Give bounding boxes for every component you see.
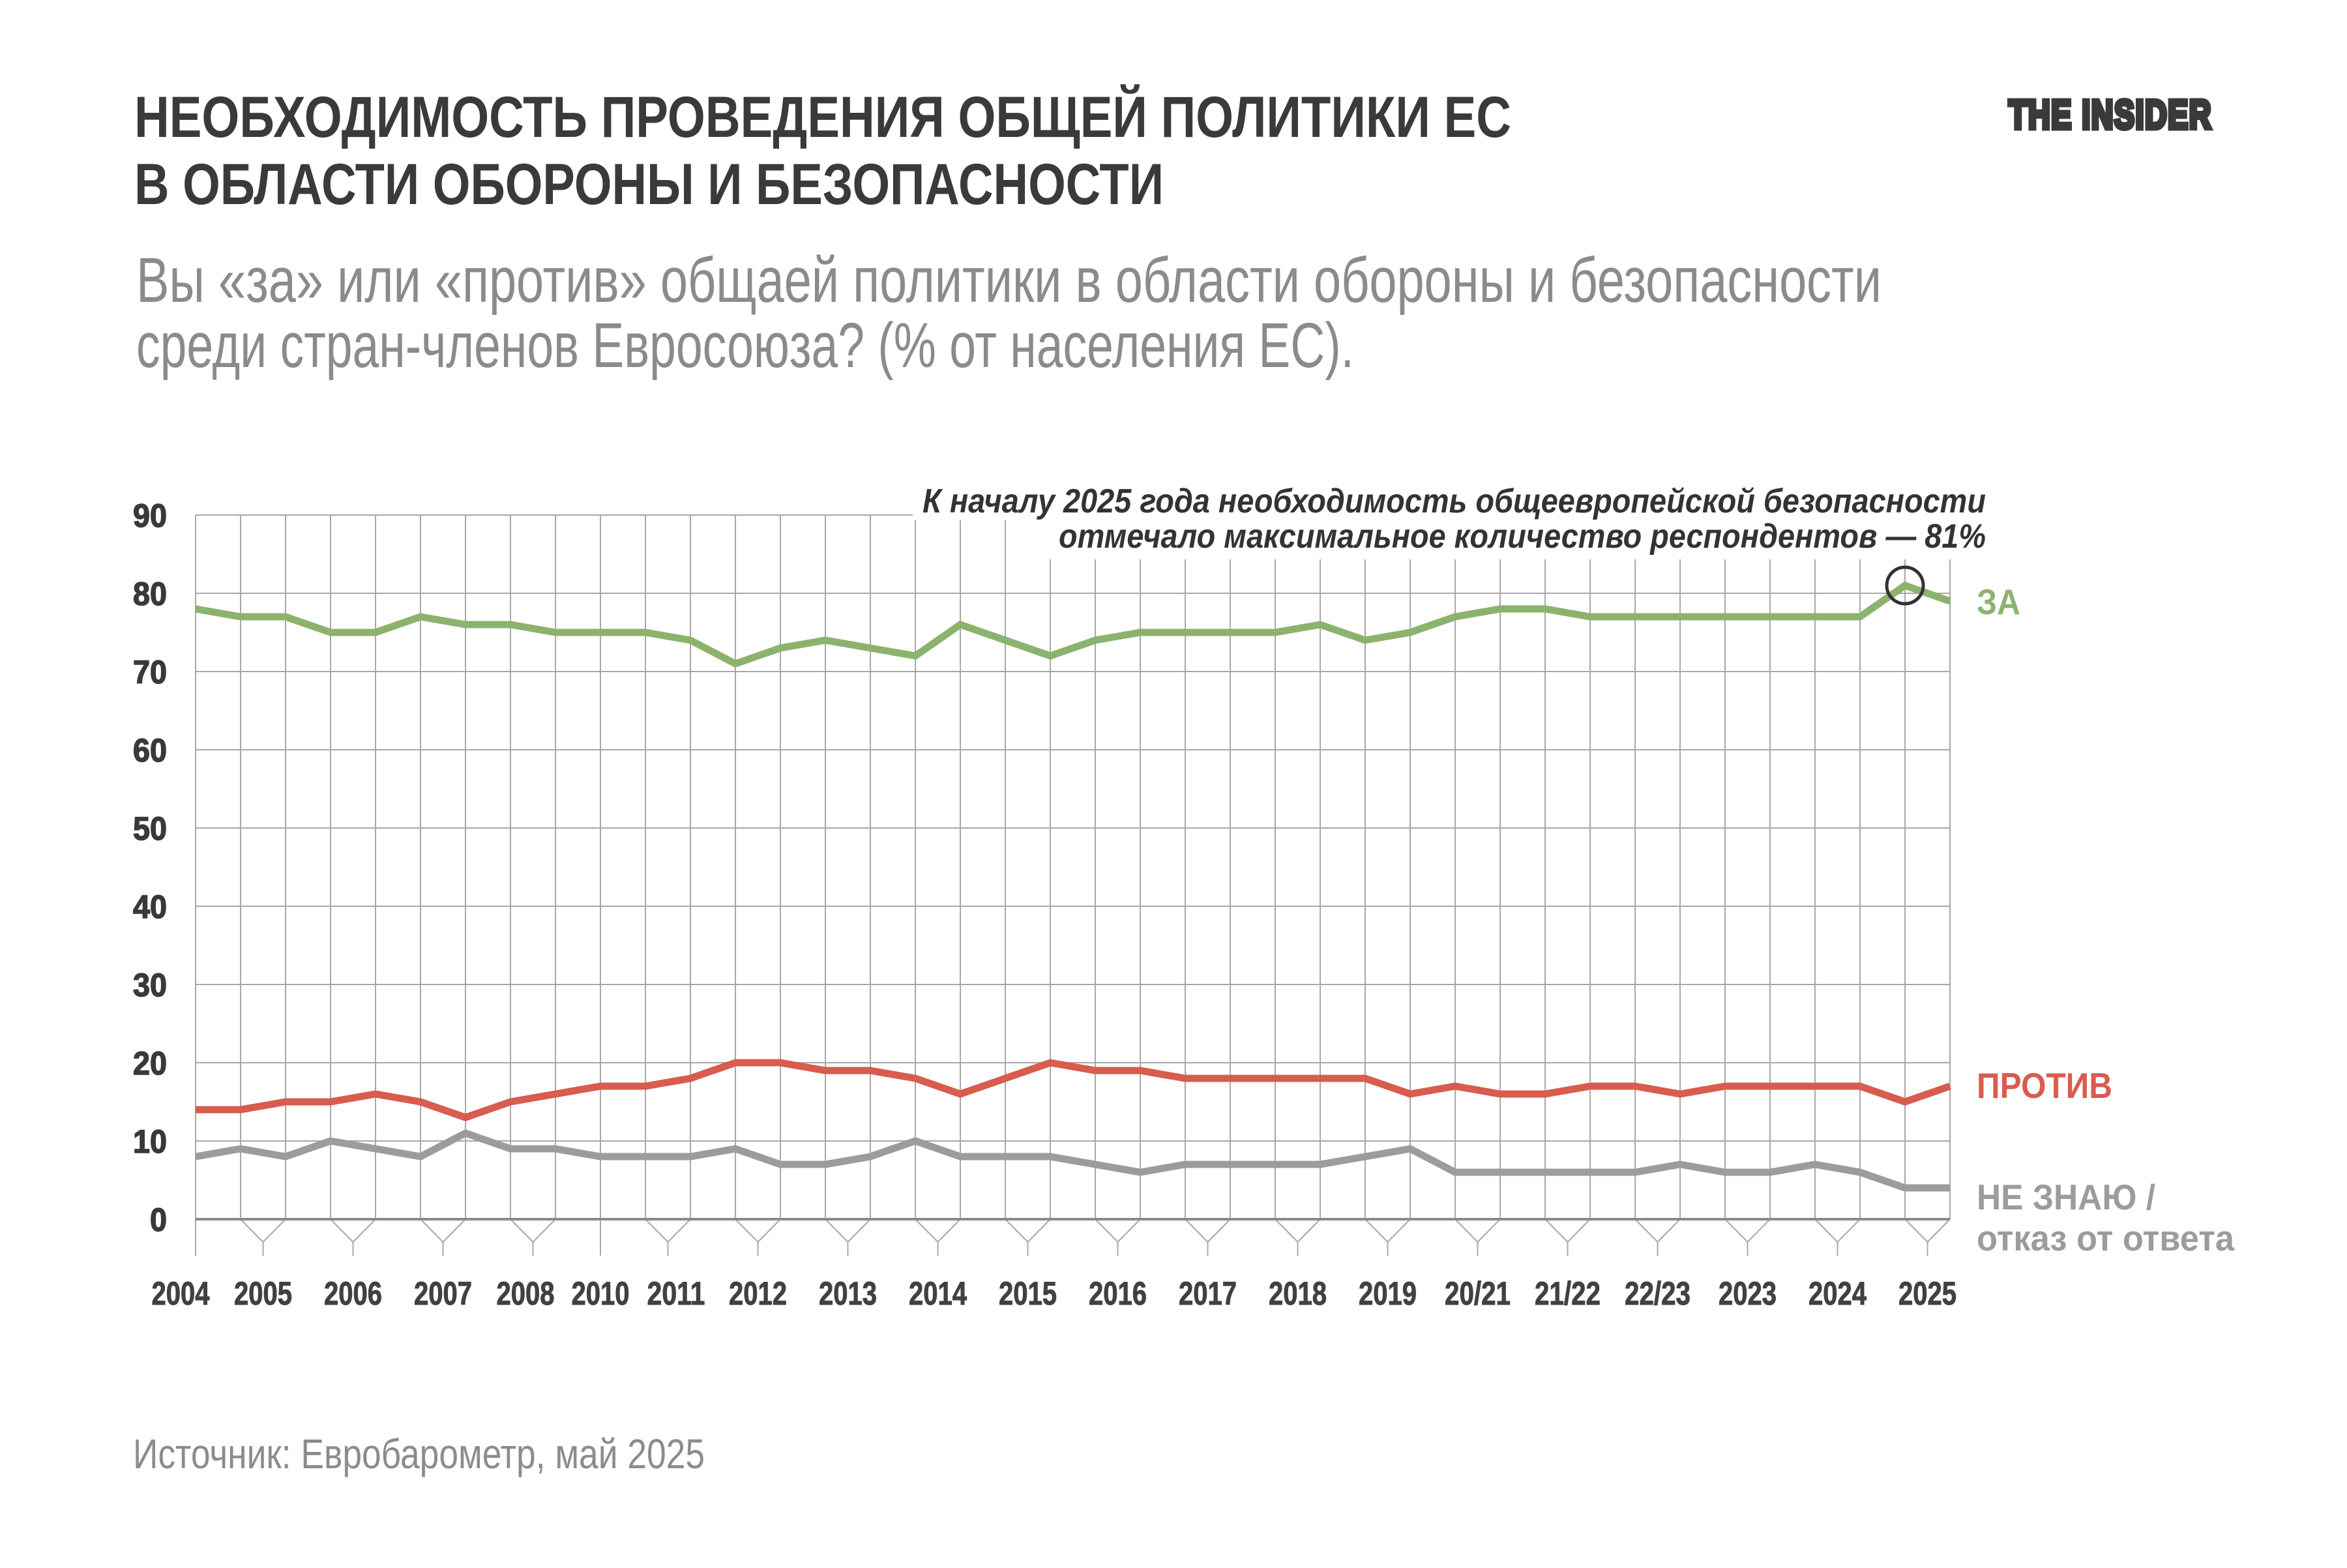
- svg-text:2007: 2007: [414, 1275, 472, 1312]
- svg-text:Вы «за» или «против» общаей по: Вы «за» или «против» общаей политики в о…: [136, 244, 1882, 316]
- svg-text:2016: 2016: [1089, 1275, 1147, 1312]
- svg-text:60: 60: [133, 732, 167, 769]
- svg-text:отмечало максимальное количест: отмечало максимальное количество респонд…: [1059, 518, 1986, 555]
- svg-text:К началу 2025 года необходимос: К началу 2025 года необходимость общеевр…: [923, 482, 1986, 520]
- svg-text:2014: 2014: [909, 1275, 967, 1312]
- svg-text:2012: 2012: [729, 1275, 787, 1312]
- svg-text:70: 70: [133, 654, 167, 690]
- svg-text:2013: 2013: [819, 1275, 877, 1312]
- svg-text:20/21: 20/21: [1445, 1275, 1511, 1312]
- svg-text:отказ от ответа: отказ от ответа: [1977, 1218, 2234, 1258]
- svg-text:2019: 2019: [1359, 1275, 1417, 1312]
- svg-text:Источник: Евробарометр, май 20: Источник: Евробарометр, май 2025: [133, 1430, 705, 1477]
- svg-text:НЕОБХОДИМОСТЬ ПРОВЕДЕНИЯ ОБЩЕЙ: НЕОБХОДИМОСТЬ ПРОВЕДЕНИЯ ОБЩЕЙ ПОЛИТИКИ …: [134, 84, 1511, 149]
- svg-text:50: 50: [133, 810, 167, 847]
- svg-text:20: 20: [133, 1045, 167, 1082]
- svg-text:80: 80: [133, 576, 167, 612]
- svg-text:ПРОТИВ: ПРОТИВ: [1977, 1065, 2112, 1106]
- svg-text:В ОБЛАСТИ ОБОРОНЫ И БЕЗОПАСНОС: В ОБЛАСТИ ОБОРОНЫ И БЕЗОПАСНОСТИ: [134, 151, 1164, 216]
- svg-text:2023: 2023: [1719, 1275, 1777, 1312]
- svg-text:2018: 2018: [1269, 1275, 1327, 1312]
- svg-text:2011: 2011: [647, 1275, 705, 1312]
- svg-text:НЕ ЗНАЮ /: НЕ ЗНАЮ /: [1977, 1177, 2155, 1217]
- svg-text:2017: 2017: [1179, 1275, 1237, 1312]
- svg-text:2015: 2015: [999, 1275, 1057, 1312]
- svg-text:2008: 2008: [497, 1275, 555, 1312]
- svg-text:2024: 2024: [1808, 1275, 1867, 1312]
- svg-text:среди стран-членов Евросоюза?: среди стран-членов Евросоюза? (% от насе…: [136, 310, 1354, 381]
- svg-text:90: 90: [133, 497, 167, 534]
- svg-text:2004: 2004: [152, 1275, 210, 1312]
- svg-text:THE INSIDER: THE INSIDER: [2009, 93, 2212, 138]
- svg-text:10: 10: [133, 1123, 167, 1160]
- svg-text:2025: 2025: [1898, 1275, 1956, 1312]
- svg-text:22/23: 22/23: [1625, 1275, 1690, 1312]
- svg-text:2010: 2010: [572, 1275, 630, 1312]
- svg-text:0: 0: [150, 1202, 167, 1238]
- svg-text:30: 30: [133, 967, 167, 1003]
- svg-text:21/22: 21/22: [1535, 1275, 1601, 1312]
- svg-text:ЗА: ЗА: [1977, 582, 2020, 622]
- svg-text:2006: 2006: [324, 1275, 382, 1312]
- svg-text:40: 40: [133, 889, 167, 925]
- svg-text:2005: 2005: [234, 1275, 292, 1312]
